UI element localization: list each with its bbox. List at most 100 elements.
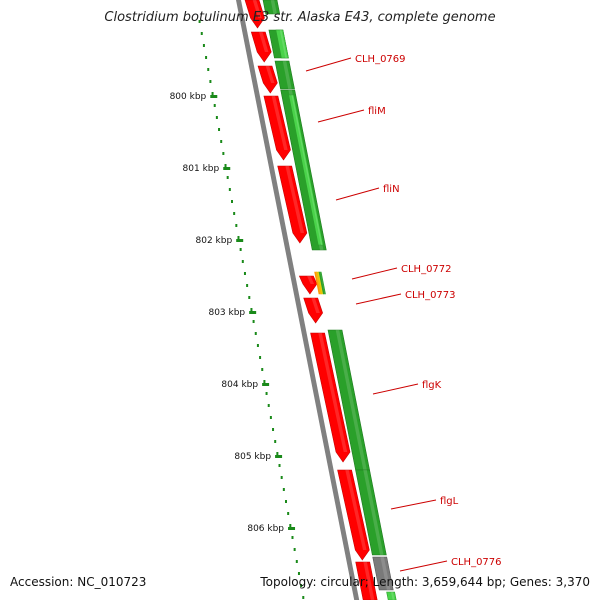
scale-tick-label: 800 kbp <box>170 92 207 102</box>
scale-dot <box>202 44 205 47</box>
scale-dot <box>287 512 290 515</box>
gene-leader-line <box>305 57 352 72</box>
scale-dot <box>285 500 287 503</box>
scale-dot <box>276 452 279 455</box>
gene-reverse-light-shade <box>391 592 395 600</box>
gene-forward[interactable] <box>244 0 265 29</box>
scale-dot <box>213 104 216 107</box>
scale-tick-label: 802 kbp <box>196 236 233 246</box>
gene-small-shade <box>320 272 326 294</box>
scale-dot <box>274 440 277 443</box>
gene-track <box>244 0 397 600</box>
scale-dot <box>267 404 270 407</box>
scale-dot <box>250 308 253 311</box>
genome-summary-text: Topology: circular; Length: 3,659,644 bp… <box>260 575 590 589</box>
scale-dot <box>300 584 303 587</box>
scale-dot <box>254 332 257 335</box>
gene-forward-shade <box>285 166 305 233</box>
gene-reverse-light-shade <box>291 95 323 245</box>
scale-dot <box>211 92 214 95</box>
scale-tick <box>288 527 296 530</box>
gene-forward[interactable] <box>298 275 318 295</box>
scale-dot <box>246 284 249 287</box>
gene-small-shade <box>315 272 321 294</box>
scale-track: 800 kbp 801 kbp 802 kbp 803 kbp 804 kbp 805 k… <box>170 20 305 599</box>
gene-forward[interactable] <box>257 65 278 94</box>
scale-dot <box>291 536 294 539</box>
gene-reverse[interactable] <box>355 469 387 556</box>
gene-leader-line <box>399 560 448 572</box>
gene-reverse-shade <box>363 470 384 555</box>
gene-reverse-light[interactable] <box>275 29 289 59</box>
gene-forward[interactable] <box>250 31 272 63</box>
scale-dot <box>269 416 272 419</box>
scale-dot <box>220 140 223 143</box>
gene-small[interactable] <box>318 271 326 295</box>
map-title: Clostridium botulinum E3 str. Alaska E43… <box>104 10 496 25</box>
gene-label[interactable]: flgK <box>422 380 442 391</box>
scale-dot <box>228 188 231 191</box>
scale-dot <box>207 68 210 71</box>
scale-dot <box>198 20 201 23</box>
backbone-track <box>236 0 360 600</box>
scale-dot <box>278 464 281 467</box>
scale-dot <box>237 236 240 239</box>
scale-tick <box>262 383 270 386</box>
gene-label[interactable]: CLH_0769 <box>355 54 406 65</box>
gene-label[interactable]: CLH_0773 <box>405 290 456 301</box>
scale-tick <box>223 167 231 170</box>
gene-reverse-grey[interactable] <box>372 556 394 591</box>
scale-dot <box>280 476 283 479</box>
gene-leader-line <box>372 383 419 395</box>
scale-tick <box>236 239 244 242</box>
scale-tick-label: 803 kbp <box>208 308 245 318</box>
scale-dot <box>248 296 251 299</box>
scale-tick-label: 804 kbp <box>221 380 258 390</box>
scale-dot <box>272 428 275 431</box>
gene-label[interactable]: CLH_0776 <box>451 557 502 568</box>
gene-forward-shade <box>252 0 262 18</box>
scale-dot <box>231 200 233 203</box>
scale-dot <box>241 260 244 263</box>
gene-label[interactable]: flgL <box>440 496 459 507</box>
gene-leader-line <box>317 109 365 123</box>
gene-small-shade <box>317 272 323 294</box>
scale-dot <box>293 548 296 551</box>
gene-forward-shade <box>318 333 348 452</box>
scale-dot <box>252 320 255 323</box>
gene-forward-shade <box>345 470 367 550</box>
scale-dot <box>233 212 236 215</box>
gene-reverse-shade <box>282 61 292 89</box>
gene-forward-shade <box>363 562 375 600</box>
scale-dot <box>259 356 262 359</box>
scale-dot <box>235 224 238 227</box>
gene-reverse-light[interactable] <box>386 591 397 600</box>
gene-label[interactable]: fliM <box>368 106 386 117</box>
gene-forward[interactable] <box>337 469 370 561</box>
gene-forward[interactable] <box>277 165 308 244</box>
gene-label[interactable]: fliN <box>383 184 400 195</box>
gene-forward[interactable] <box>310 332 351 463</box>
scale-dot <box>243 272 246 275</box>
scale-tick <box>210 95 218 98</box>
scale-tick-label: 801 kbp <box>183 164 220 174</box>
scale-dot <box>265 392 268 395</box>
gene-reverse-light[interactable] <box>288 94 324 246</box>
scale-dot <box>224 164 227 167</box>
gene-reverse[interactable] <box>274 60 295 90</box>
gene-label[interactable]: CLH_0772 <box>401 264 452 275</box>
scale-dot <box>239 248 242 251</box>
scale-dot <box>256 344 259 347</box>
gene-forward-shade <box>265 66 275 83</box>
gene-reverse-grey-shade <box>380 557 391 590</box>
scale-dot <box>200 32 203 35</box>
gene-forward[interactable] <box>355 561 378 600</box>
gene-leader-line <box>335 187 380 201</box>
scale-dot <box>289 524 292 527</box>
scale-dot <box>295 560 298 563</box>
gene-forward[interactable] <box>303 297 323 324</box>
gene-forward[interactable] <box>263 95 291 161</box>
gene-reverse[interactable] <box>262 0 281 15</box>
scale-tick <box>249 311 257 314</box>
gene-leader-line <box>355 293 402 305</box>
